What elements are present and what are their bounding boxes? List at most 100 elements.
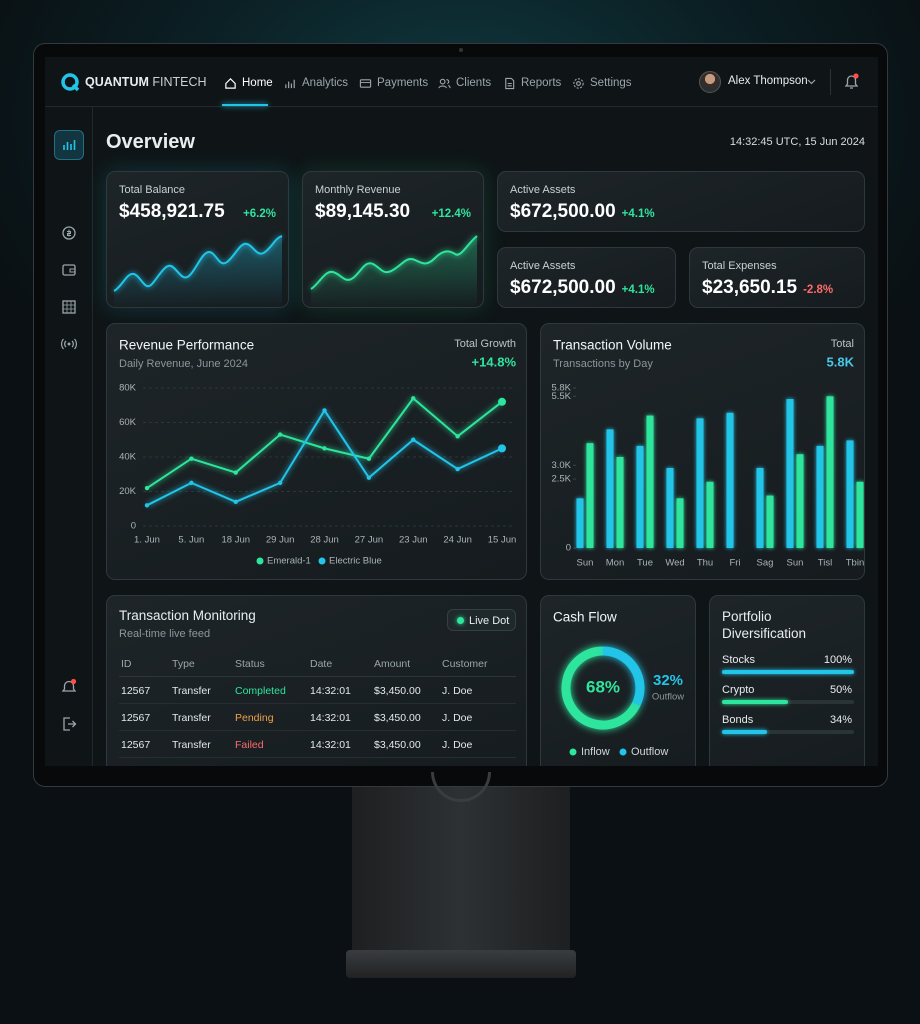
card-label: Active Assets xyxy=(510,260,576,272)
nav-item[interactable]: Home xyxy=(224,74,273,92)
chevron[interactable] xyxy=(807,78,816,86)
bar-track xyxy=(722,700,854,704)
sidebar-icon[interactable] xyxy=(58,259,80,281)
point xyxy=(455,466,460,472)
nav-label[interactable]: Payments xyxy=(377,77,429,89)
stat-card[interactable]: Total Balance $458,921.75 +6.2% xyxy=(106,171,289,308)
table-panel: Transaction Monitoring Real-time live fe… xyxy=(106,595,527,766)
nav-item[interactable]: Analytics xyxy=(284,74,348,92)
sidebar-icon[interactable] xyxy=(58,134,80,156)
y-tick-label: 40K xyxy=(119,452,137,463)
portfolio-panel: Portfolio Diversification Stocks 100% Cryp… xyxy=(709,595,865,766)
item-name: Crypto xyxy=(722,684,755,696)
stat-card[interactable]: Monthly Revenue $89,145.30 +12.4% xyxy=(302,171,484,308)
x-tick-label: Thu xyxy=(697,558,713,569)
card-value: $89,145.30 xyxy=(315,201,411,222)
table-cell: $3,450.00 xyxy=(374,739,421,751)
table-cell: J. Doe xyxy=(442,739,473,751)
card-label: Monthly Revenue xyxy=(315,184,401,196)
timestamp: 14:32:45 UTC, 15 Jun 2024 xyxy=(729,136,865,148)
nav-label[interactable]: Home xyxy=(242,77,273,89)
user-name[interactable]: Alex Thompson xyxy=(728,75,808,87)
row-separator xyxy=(119,757,516,758)
y-tick-label: 0 xyxy=(566,543,571,554)
y-tick-label: 80K xyxy=(119,383,137,394)
point xyxy=(322,446,327,451)
x-tick-label: Sun xyxy=(577,558,594,569)
nav-item[interactable]: Settings xyxy=(572,74,632,92)
table-title: Transaction Monitoring xyxy=(119,608,256,623)
nav-icon xyxy=(573,77,584,89)
brand-name: QUANTUM xyxy=(85,75,149,89)
screen: QUANTUM FINTECH Home Analytics Payments … xyxy=(45,57,878,766)
value-label: 68% xyxy=(586,677,620,696)
x-tick-label: 18 Jun xyxy=(221,535,250,546)
sparkline xyxy=(113,235,283,307)
annotation: 5.8K xyxy=(827,354,855,369)
table-cell: 14:32:01 xyxy=(310,685,351,697)
sidebar-icon[interactable] xyxy=(58,296,80,318)
live-dot xyxy=(457,617,464,624)
x-tick-label: Sun xyxy=(787,558,804,569)
sparkline xyxy=(310,235,478,307)
x-tick-label: Mon xyxy=(606,558,624,569)
x-tick-label: 29 Jun xyxy=(266,535,295,546)
nav-item[interactable]: Clients xyxy=(438,74,491,92)
legend-label: Electric Blue xyxy=(329,556,382,567)
nav-label[interactable]: Settings xyxy=(590,77,632,89)
legend-label: Outflow xyxy=(631,746,668,758)
live-badge[interactable]: Live Dot xyxy=(447,609,516,631)
volume-panel: Transaction Volume Transactions by Day Tot… xyxy=(540,323,865,580)
item-name: Stocks xyxy=(722,654,756,666)
bar xyxy=(816,445,824,548)
line-chart: Revenue Performance Daily Revenue, June 2… xyxy=(119,338,517,567)
table-cell: Completed xyxy=(235,685,286,697)
point xyxy=(144,503,150,508)
table-cell: $3,450.00 xyxy=(374,685,421,697)
sidebar xyxy=(45,107,93,766)
chart-title: Revenue Performance xyxy=(119,338,254,353)
x-tick-label: 23 Jun xyxy=(399,535,428,546)
nav-label[interactable]: Reports xyxy=(521,77,562,89)
avatar[interactable] xyxy=(699,71,721,93)
y-tick-label: 20K xyxy=(119,486,137,497)
sidebar-icon[interactable] xyxy=(58,713,80,735)
point xyxy=(455,434,460,439)
card-value: $672,500.00 xyxy=(510,201,616,222)
sidebar-icon[interactable] xyxy=(58,222,80,244)
table-cell: 14:32:01 xyxy=(310,739,351,751)
stat-card[interactable]: Active Assets $672,500.00 +4.1% xyxy=(497,171,865,232)
table-cell: Failed xyxy=(235,739,264,751)
y-tick-label: 3.0K xyxy=(551,460,571,471)
nav-label[interactable]: Analytics xyxy=(302,77,349,89)
sidebar-icon[interactable] xyxy=(58,676,80,698)
sidebar-active[interactable] xyxy=(54,130,84,160)
bar-chart: Transaction Volume Transactions by Day Tot… xyxy=(551,338,864,569)
sidebar-icon[interactable] xyxy=(58,333,80,355)
nav-item[interactable]: Payments xyxy=(359,74,428,92)
value-label: 32% xyxy=(653,672,683,689)
point xyxy=(277,480,283,486)
donut-chart: Cash Flow Inflow Outflow 68% 32% Outflow xyxy=(553,610,684,758)
annotation: +14.8% xyxy=(472,354,517,369)
nav-item[interactable]: Reports xyxy=(503,74,561,92)
x-tick-label: 28 Jun xyxy=(310,535,339,546)
card-change: +4.1% xyxy=(621,208,655,220)
column-header: Amount xyxy=(374,658,411,670)
x-tick-label: Wed xyxy=(665,558,684,569)
bell[interactable] xyxy=(843,72,861,92)
stat-card[interactable]: Active Assets $672,500.00 +4.1% xyxy=(497,247,676,308)
chart-subtitle: Daily Revenue, June 2024 xyxy=(119,358,248,370)
donut-segment xyxy=(561,646,641,730)
card-value-row: $672,500.00 +4.1% xyxy=(510,201,655,223)
badge-label[interactable]: Live Dot xyxy=(469,615,510,627)
legend-dot xyxy=(318,557,326,565)
nav-label[interactable]: Clients xyxy=(456,77,492,89)
table-subtitle: Real-time live feed xyxy=(119,628,211,640)
x-tick-label: 27 Jun xyxy=(355,535,384,546)
x-tick-label: 24 Jun xyxy=(443,535,472,546)
point xyxy=(498,444,506,453)
stand-neck xyxy=(352,787,570,952)
column-header: Date xyxy=(310,658,333,670)
stat-card[interactable]: Total Expenses $23,650.15 -2.8% xyxy=(689,247,865,308)
